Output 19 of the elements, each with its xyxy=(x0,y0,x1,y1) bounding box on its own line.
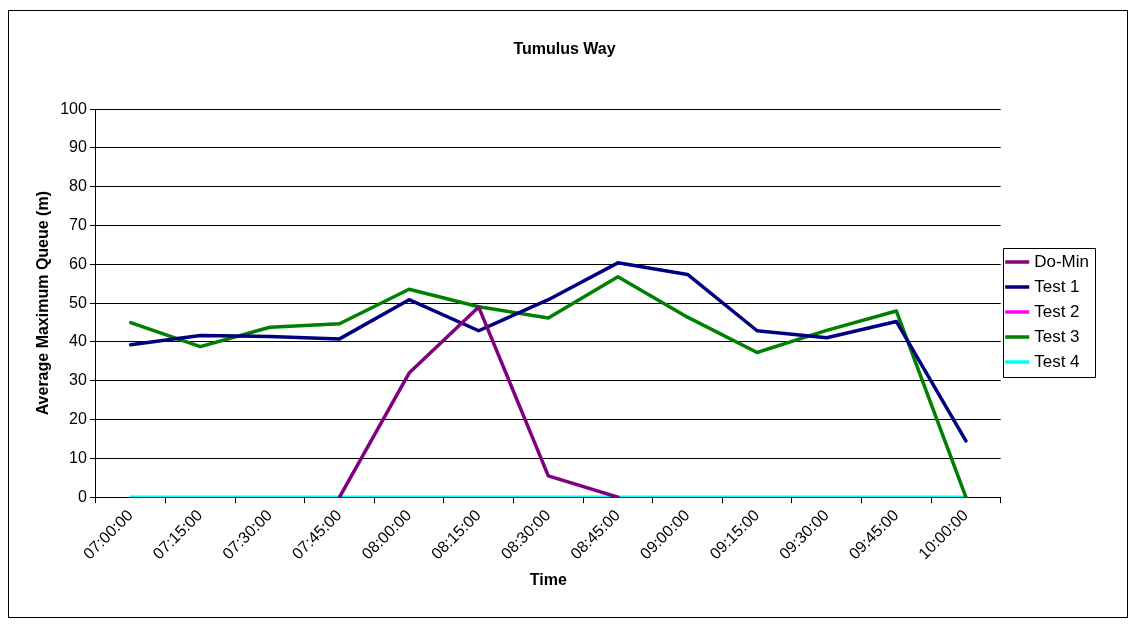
legend-label: Test 4 xyxy=(1034,351,1080,371)
y-tick-label: 10 xyxy=(69,448,87,466)
y-tick-label: 30 xyxy=(69,371,87,389)
y-tick-label: 50 xyxy=(69,293,87,311)
y-tick-label: 60 xyxy=(69,254,87,272)
legend-label: Test 3 xyxy=(1034,326,1080,346)
legend-label: Test 1 xyxy=(1034,276,1080,296)
y-tick-label: 80 xyxy=(69,177,87,195)
y-tick-label: 100 xyxy=(60,99,87,117)
y-tick-label: 90 xyxy=(69,138,87,156)
y-tick-label: 40 xyxy=(69,332,87,350)
x-axis-title: Time xyxy=(529,570,567,588)
chart-title: Tumulus Way xyxy=(513,40,616,58)
y-tick-label: 0 xyxy=(77,487,87,505)
y-axis-title: Average Maximum Queue (m) xyxy=(34,191,52,416)
y-tick-label: 20 xyxy=(69,409,87,427)
legend-label: Do-Min xyxy=(1034,251,1090,271)
y-tick-label: 70 xyxy=(69,216,87,233)
legend-label: Test 2 xyxy=(1034,301,1080,321)
